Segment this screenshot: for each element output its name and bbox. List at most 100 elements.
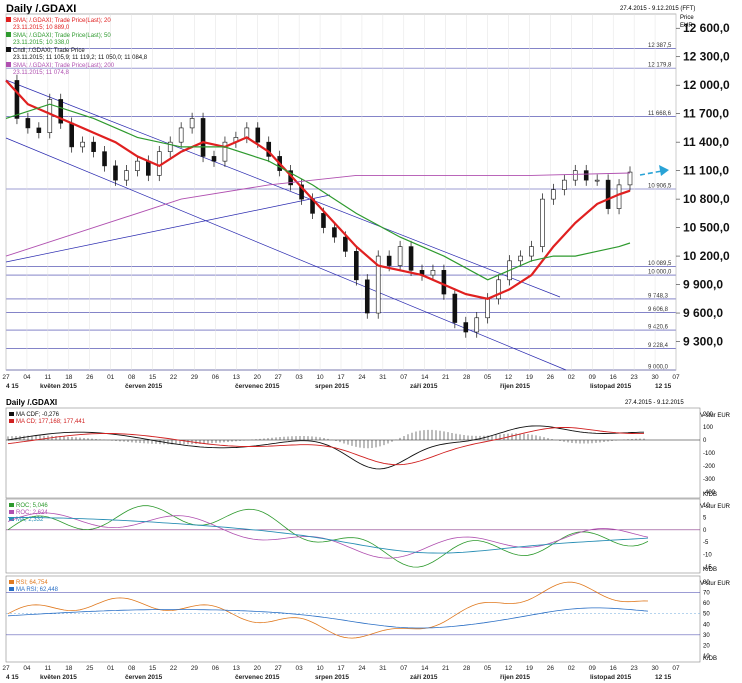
day-tick: 07	[672, 374, 680, 381]
legend-swatch	[6, 62, 11, 67]
forecast-arrow	[639, 165, 669, 176]
candle-body	[529, 246, 534, 257]
candle-body	[299, 184, 304, 200]
legend-value: 23.11.2015; 10 338,0	[13, 40, 70, 46]
day-tick: 23	[631, 374, 639, 381]
day-tick: 27	[2, 665, 10, 672]
price-tick-label: 12 600,0	[683, 21, 730, 35]
level-label: 9 606,8	[648, 307, 669, 313]
candle-body	[364, 279, 370, 314]
legend-label: ROC; 2,624	[16, 510, 48, 516]
level-label: 12 387,5	[648, 43, 672, 49]
candle-body	[244, 127, 250, 138]
candle-body	[441, 270, 447, 295]
legend-label: MA CDF; -0,276	[16, 412, 60, 418]
indicator-line	[8, 516, 649, 554]
panel-tick: 20	[703, 643, 710, 649]
panel-tick: 10	[703, 503, 710, 509]
day-tick: 04	[23, 374, 31, 381]
month-label: červen 2015	[125, 674, 163, 681]
price-tick-label: 9 900,0	[683, 278, 723, 292]
candle-body	[452, 293, 458, 323]
candle-body	[332, 227, 337, 238]
candle-body	[156, 151, 162, 176]
month-label: říjen 2015	[500, 674, 530, 681]
day-tick: 31	[379, 665, 387, 672]
panel-tick: 200	[703, 412, 714, 418]
legend-swatch	[9, 503, 14, 507]
candles	[14, 74, 633, 338]
level-label: 9 420,6	[648, 325, 669, 331]
day-tick: 26	[547, 665, 555, 672]
day-tick: 30	[651, 374, 659, 381]
day-tick: 14	[421, 665, 429, 672]
candle-body	[616, 184, 622, 209]
day-tick: 24	[358, 374, 366, 381]
day-tick: 30	[651, 665, 659, 672]
day-tick: 24	[358, 665, 366, 672]
panel-tick: -5	[703, 540, 709, 546]
indicator-line	[7, 607, 649, 629]
month-label: 12 15	[655, 674, 672, 681]
month-label: 4 15	[6, 674, 19, 681]
day-tick: 25	[86, 665, 94, 672]
candle-body	[189, 118, 195, 129]
panel-tick: 40	[703, 622, 710, 628]
candle-body	[540, 198, 545, 247]
month-label: srpen 2015	[315, 383, 349, 390]
day-tick: 06	[212, 665, 220, 672]
legend-swatch	[6, 32, 11, 37]
legend-label: RSI; 64,754	[16, 580, 48, 586]
legend-swatch	[6, 47, 11, 52]
legend-swatch	[9, 419, 14, 423]
panel-tick: -15	[703, 565, 712, 571]
legend-swatch	[9, 412, 14, 416]
day-tick: 13	[233, 374, 241, 381]
candle-body	[222, 141, 228, 162]
day-tick: 16	[610, 665, 618, 672]
candle-body	[562, 179, 567, 190]
candle-body	[354, 251, 359, 281]
candle-body	[91, 141, 96, 152]
price-tick-label: 11 400,0	[683, 135, 729, 149]
day-tick: 19	[526, 665, 534, 672]
candle-body	[80, 141, 85, 148]
indicator-line	[7, 505, 649, 568]
day-tick: 09	[589, 665, 597, 672]
candle-body	[343, 236, 348, 252]
month-label: květen 2015	[40, 383, 77, 390]
price-tick-label: 10 500,0	[683, 221, 730, 235]
panel-tick: -300	[703, 477, 716, 483]
price-tick-label: 12 000,0	[683, 78, 730, 92]
price-axis: 12 600,0 12 300,0 12 000,0 11 700,0 11 400,0…	[676, 21, 730, 349]
legend-label: SMA; /.GDAXI; Trade Price(Last); 50	[13, 33, 111, 39]
panel-tick: 50	[703, 612, 710, 618]
candle-body	[430, 270, 436, 276]
bottom-x-axis: 27 04 11 18 25 01 08 15 22 29 06 13 20 27 03 10 17 24 31 07…	[2, 665, 680, 681]
day-tick: 03	[296, 374, 304, 381]
candle-body	[386, 255, 392, 266]
candle-body	[375, 255, 381, 314]
day-tick: 23	[631, 665, 639, 672]
legend-value: 23.11.2015; 11 105,9; 11 119,2; 11 050,0…	[13, 55, 148, 61]
month-label: červen 2015	[125, 383, 163, 390]
day-tick: 02	[568, 374, 576, 381]
candle-body	[47, 99, 53, 133]
day-tick: 11	[45, 665, 52, 672]
legend-label: ROC; 5,046	[16, 503, 48, 509]
panel-tick: -10	[703, 553, 712, 559]
candle-body	[124, 170, 129, 181]
price-tick-label: 12 300,0	[683, 50, 730, 64]
panel-footer: K/DB	[703, 567, 717, 573]
candle-body	[627, 171, 633, 186]
month-label: srpen 2015	[315, 674, 349, 681]
month-label: červenec 2015	[235, 674, 280, 681]
day-tick: 22	[170, 374, 178, 381]
day-tick: 03	[296, 665, 304, 672]
date-range: 27.4.2015 - 9.12.2015 (FFT)	[620, 6, 695, 12]
candle-body	[583, 170, 589, 181]
day-tick: 27	[2, 374, 10, 381]
day-tick: 01	[107, 665, 115, 672]
day-tick: 26	[86, 374, 94, 381]
day-tick: 18	[65, 374, 73, 381]
